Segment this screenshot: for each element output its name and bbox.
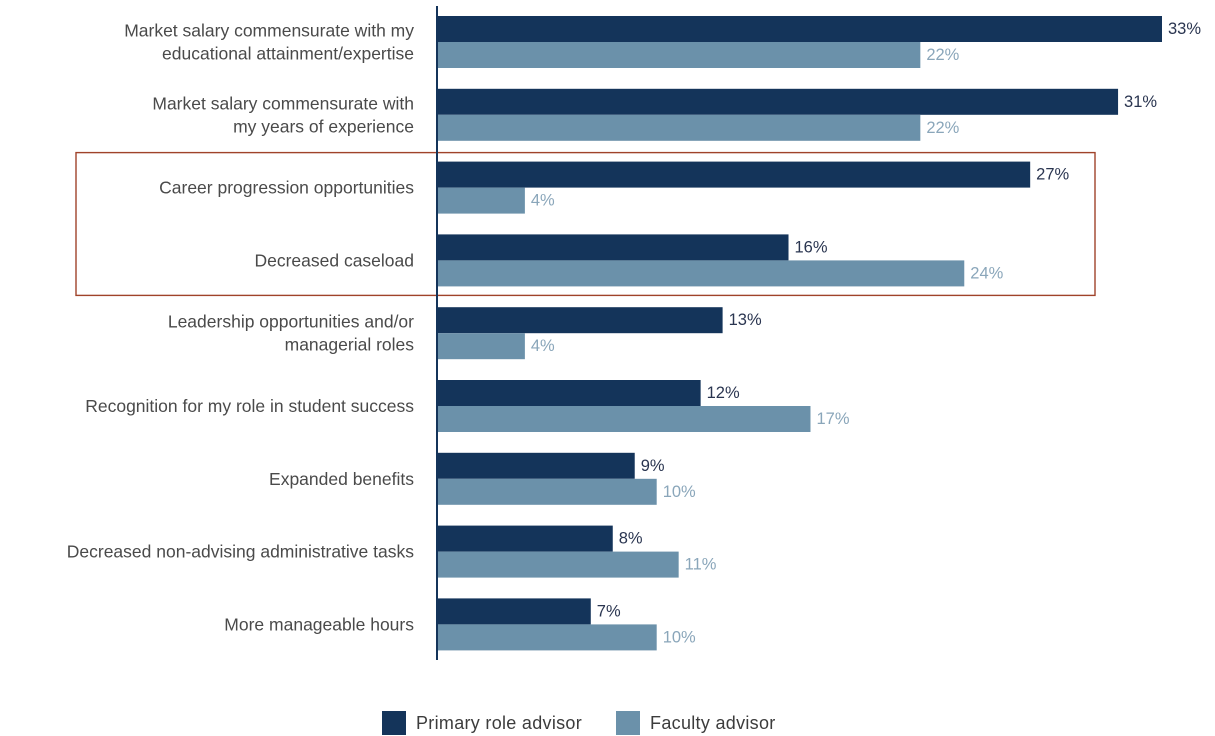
legend: Primary role advisor Faculty advisor bbox=[382, 711, 810, 735]
bar-primary bbox=[437, 16, 1162, 42]
category-label-line: More manageable hours bbox=[224, 614, 414, 634]
category-label-line: Expanded benefits bbox=[269, 469, 414, 489]
category-label-line: managerial roles bbox=[285, 335, 415, 355]
legend-item-primary: Primary role advisor bbox=[382, 711, 582, 735]
bar-primary bbox=[437, 161, 1031, 188]
value-label-primary: 31% bbox=[1124, 93, 1157, 111]
value-label-faculty: 10% bbox=[663, 628, 696, 646]
category-label: Expanded benefits bbox=[269, 469, 414, 489]
value-label-primary: 13% bbox=[729, 311, 762, 329]
category-label: Career progression opportunities bbox=[159, 178, 414, 198]
value-label-faculty: 22% bbox=[926, 46, 959, 64]
value-label-primary: 9% bbox=[641, 457, 665, 475]
category-label-line: Decreased non-advising administrative ta… bbox=[67, 542, 414, 562]
bar-primary bbox=[437, 380, 701, 406]
bar-faculty bbox=[437, 260, 965, 287]
category-label-line: my years of experience bbox=[233, 116, 414, 136]
value-label-faculty: 10% bbox=[663, 483, 696, 501]
value-label-faculty: 22% bbox=[926, 119, 959, 137]
value-label-faculty: 24% bbox=[970, 264, 1003, 282]
value-label-faculty: 4% bbox=[531, 337, 555, 355]
category-label-line: Recognition for my role in student succe… bbox=[85, 396, 414, 416]
value-label-faculty: 4% bbox=[531, 192, 555, 210]
value-label-primary: 7% bbox=[597, 602, 621, 620]
bar-faculty bbox=[437, 187, 525, 214]
value-label-faculty: 17% bbox=[816, 410, 849, 428]
bar-primary bbox=[437, 598, 591, 625]
bar-primary bbox=[437, 525, 613, 552]
value-label-faculty: 11% bbox=[685, 556, 717, 574]
bar-primary bbox=[437, 452, 635, 479]
category-label: Market salary commensurate with my years … bbox=[152, 93, 414, 136]
highlight-box bbox=[75, 151, 1096, 297]
bar-primary bbox=[437, 307, 723, 334]
category-label-line: Market salary commensurate with bbox=[152, 93, 414, 113]
category-label: Decreased non-advising administrative ta… bbox=[67, 542, 414, 562]
legend-label-primary: Primary role advisor bbox=[416, 712, 583, 733]
category-label-line: Market salary commensurate with my bbox=[124, 21, 414, 41]
bar-faculty bbox=[437, 406, 811, 432]
category-label: Market salary commensurate with my educat… bbox=[124, 21, 414, 64]
bar-primary bbox=[437, 88, 1119, 115]
value-label-primary: 12% bbox=[707, 384, 740, 402]
bar-faculty bbox=[437, 42, 921, 68]
bar-faculty bbox=[437, 333, 525, 360]
bar-faculty bbox=[437, 114, 921, 141]
category-label-line: Leadership opportunities and/or bbox=[168, 312, 414, 332]
bar-chart-svg: Market salary commensurate with my educat… bbox=[67, 6, 1201, 660]
bar-faculty bbox=[437, 624, 657, 651]
category-label: Decreased caseload bbox=[254, 250, 414, 270]
legend-item-faculty: Faculty advisor bbox=[616, 711, 776, 735]
bar-primary bbox=[437, 234, 789, 261]
category-label-line: educational attainment/expertise bbox=[162, 44, 414, 64]
value-label-primary: 27% bbox=[1036, 166, 1069, 184]
value-label-primary: 33% bbox=[1168, 20, 1201, 38]
category-label: Recognition for my role in student succe… bbox=[85, 396, 414, 416]
value-label-primary: 16% bbox=[795, 238, 828, 256]
category-label-line: Career progression opportunities bbox=[159, 178, 414, 198]
legend-swatch-primary bbox=[382, 711, 406, 735]
category-label: More manageable hours bbox=[224, 614, 414, 634]
bar-faculty bbox=[437, 478, 657, 505]
category-label-line: Decreased caseload bbox=[254, 250, 414, 270]
legend-label-faculty: Faculty advisor bbox=[650, 712, 776, 733]
value-label-primary: 8% bbox=[619, 530, 643, 548]
category-label: Leadership opportunities and/or manageria… bbox=[168, 312, 414, 355]
bar-faculty bbox=[437, 551, 679, 578]
legend-swatch-faculty bbox=[616, 711, 641, 735]
